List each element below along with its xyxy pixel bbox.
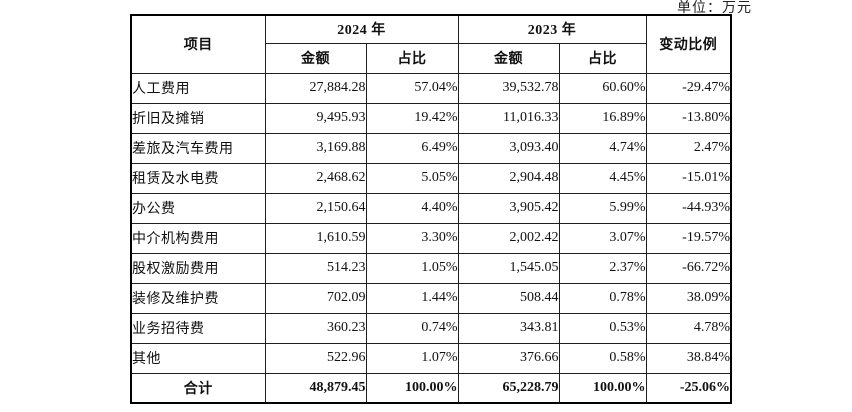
cell-item: 股权激励费用 xyxy=(130,252,266,284)
cell-item: 折旧及摊销 xyxy=(130,102,266,134)
cell-amount-2023: 2,002.42 xyxy=(457,222,560,254)
cell-amount-2024: 1,610.59 xyxy=(264,222,367,254)
cell-change-ratio: 38.84% xyxy=(645,342,732,374)
cell-ratio-2023: 3.07% xyxy=(558,222,647,254)
cell-ratio-2024: 1.44% xyxy=(365,282,459,314)
cell-amount-2024: 3,169.88 xyxy=(264,132,367,164)
cell-amount-2024: 360.23 xyxy=(264,312,367,344)
header-ratio-2024: 占比 xyxy=(365,42,459,74)
cell-amount-2023: 11,016.33 xyxy=(457,102,560,134)
cell-ratio-2024: 5.05% xyxy=(365,162,459,194)
cell-amount-2023: 343.81 xyxy=(457,312,560,344)
cell-total-label: 合计 xyxy=(130,372,266,404)
table-row: 中介机构费用 1,610.59 3.30% 2,002.42 3.07% -19… xyxy=(130,222,732,254)
header-row-subcolumns: 金额 占比 金额 占比 xyxy=(131,42,731,74)
header-amount-2023: 金额 xyxy=(457,42,560,74)
cell-ratio-2024: 4.40% xyxy=(365,192,459,224)
cell-amount-2024: 2,468.62 xyxy=(264,162,367,194)
cell-amount-2023: 3,093.40 xyxy=(457,132,560,164)
cell-ratio-2023: 0.58% xyxy=(558,342,647,374)
cell-change-ratio: -13.80% xyxy=(645,102,732,134)
cell-total-change-ratio: -25.06% xyxy=(645,372,732,404)
header-year-2024: 2024 年 xyxy=(264,14,459,44)
cell-item: 人工费用 xyxy=(130,72,266,104)
table-row: 装修及维护费 702.09 1.44% 508.44 0.78% 38.09% xyxy=(130,282,732,314)
cell-item: 办公费 xyxy=(130,192,266,224)
cell-ratio-2024: 3.30% xyxy=(365,222,459,254)
cell-amount-2024: 514.23 xyxy=(264,252,367,284)
cell-ratio-2024: 57.04% xyxy=(365,72,459,104)
cell-total-ratio-2023: 100.00% xyxy=(558,372,647,404)
cell-item: 业务招待费 xyxy=(130,312,266,344)
cell-change-ratio: 2.47% xyxy=(645,132,732,164)
cell-amount-2023: 2,904.48 xyxy=(457,162,560,194)
cell-ratio-2023: 0.78% xyxy=(558,282,647,314)
cell-amount-2023: 508.44 xyxy=(457,282,560,314)
cell-ratio-2023: 0.53% xyxy=(558,312,647,344)
cell-amount-2023: 376.66 xyxy=(457,342,560,374)
table-row: 业务招待费 360.23 0.74% 343.81 0.53% 4.78% xyxy=(130,312,732,344)
cell-item: 中介机构费用 xyxy=(130,222,266,254)
table-row: 租赁及水电费 2,468.62 5.05% 2,904.48 4.45% -15… xyxy=(130,162,732,194)
cell-total-ratio-2024: 100.00% xyxy=(365,372,459,404)
cell-ratio-2023: 4.74% xyxy=(558,132,647,164)
cell-item: 差旅及汽车费用 xyxy=(130,132,266,164)
cell-ratio-2024: 19.42% xyxy=(365,102,459,134)
cell-amount-2024: 522.96 xyxy=(264,342,367,374)
cell-amount-2024: 9,495.93 xyxy=(264,102,367,134)
cell-ratio-2023: 2.37% xyxy=(558,252,647,284)
cell-item: 租赁及水电费 xyxy=(130,162,266,194)
cell-total-amount-2024: 48,879.45 xyxy=(264,372,367,404)
cell-amount-2023: 3,905.42 xyxy=(457,192,560,224)
cell-ratio-2023: 16.89% xyxy=(558,102,647,134)
cell-ratio-2024: 1.05% xyxy=(365,252,459,284)
table-total-row: 合计 48,879.45 100.00% 65,228.79 100.00% -… xyxy=(130,372,732,404)
cell-ratio-2023: 60.60% xyxy=(558,72,647,104)
cell-ratio-2023: 4.45% xyxy=(558,162,647,194)
header-ratio-2023: 占比 xyxy=(558,42,647,74)
cell-change-ratio: -66.72% xyxy=(645,252,732,284)
cell-amount-2024: 2,150.64 xyxy=(264,192,367,224)
table-row: 差旅及汽车费用 3,169.88 6.49% 3,093.40 4.74% 2.… xyxy=(130,132,732,164)
cell-change-ratio: -19.57% xyxy=(645,222,732,254)
cell-change-ratio: 38.09% xyxy=(645,282,732,314)
cell-ratio-2024: 6.49% xyxy=(365,132,459,164)
table-row: 股权激励费用 514.23 1.05% 1,545.05 2.37% -66.7… xyxy=(130,252,732,284)
cell-change-ratio: -29.47% xyxy=(645,72,732,104)
expense-table: 项目 2024 年 2023 年 变动比例 金额 占比 金额 占比 人工费用 2… xyxy=(130,14,732,404)
cell-change-ratio: 4.78% xyxy=(645,312,732,344)
table-row: 人工费用 27,884.28 57.04% 39,532.78 60.60% -… xyxy=(130,72,732,104)
table-row: 折旧及摊销 9,495.93 19.42% 11,016.33 16.89% -… xyxy=(130,102,732,134)
cell-amount-2023: 39,532.78 xyxy=(457,72,560,104)
unit-label: 单位：万元 xyxy=(677,1,752,16)
table-row: 办公费 2,150.64 4.40% 3,905.42 5.99% -44.93… xyxy=(130,192,732,224)
cell-item: 其他 xyxy=(130,342,266,374)
cell-amount-2024: 702.09 xyxy=(264,282,367,314)
header-amount-2024: 金额 xyxy=(264,42,367,74)
cell-total-amount-2023: 65,228.79 xyxy=(457,372,560,404)
header-row-years: 项目 2024 年 2023 年 变动比例 xyxy=(130,14,732,74)
cell-ratio-2023: 5.99% xyxy=(558,192,647,224)
cell-ratio-2024: 1.07% xyxy=(365,342,459,374)
cell-item: 装修及维护费 xyxy=(130,282,266,314)
table-row: 其他 522.96 1.07% 376.66 0.58% 38.84% xyxy=(130,342,732,374)
header-item: 项目 xyxy=(130,14,266,74)
header-change-ratio: 变动比例 xyxy=(645,14,732,74)
cell-amount-2024: 27,884.28 xyxy=(264,72,367,104)
cell-change-ratio: -15.01% xyxy=(645,162,732,194)
cell-change-ratio: -44.93% xyxy=(645,192,732,224)
cell-ratio-2024: 0.74% xyxy=(365,312,459,344)
header-year-2023: 2023 年 xyxy=(457,14,647,44)
cell-amount-2023: 1,545.05 xyxy=(457,252,560,284)
